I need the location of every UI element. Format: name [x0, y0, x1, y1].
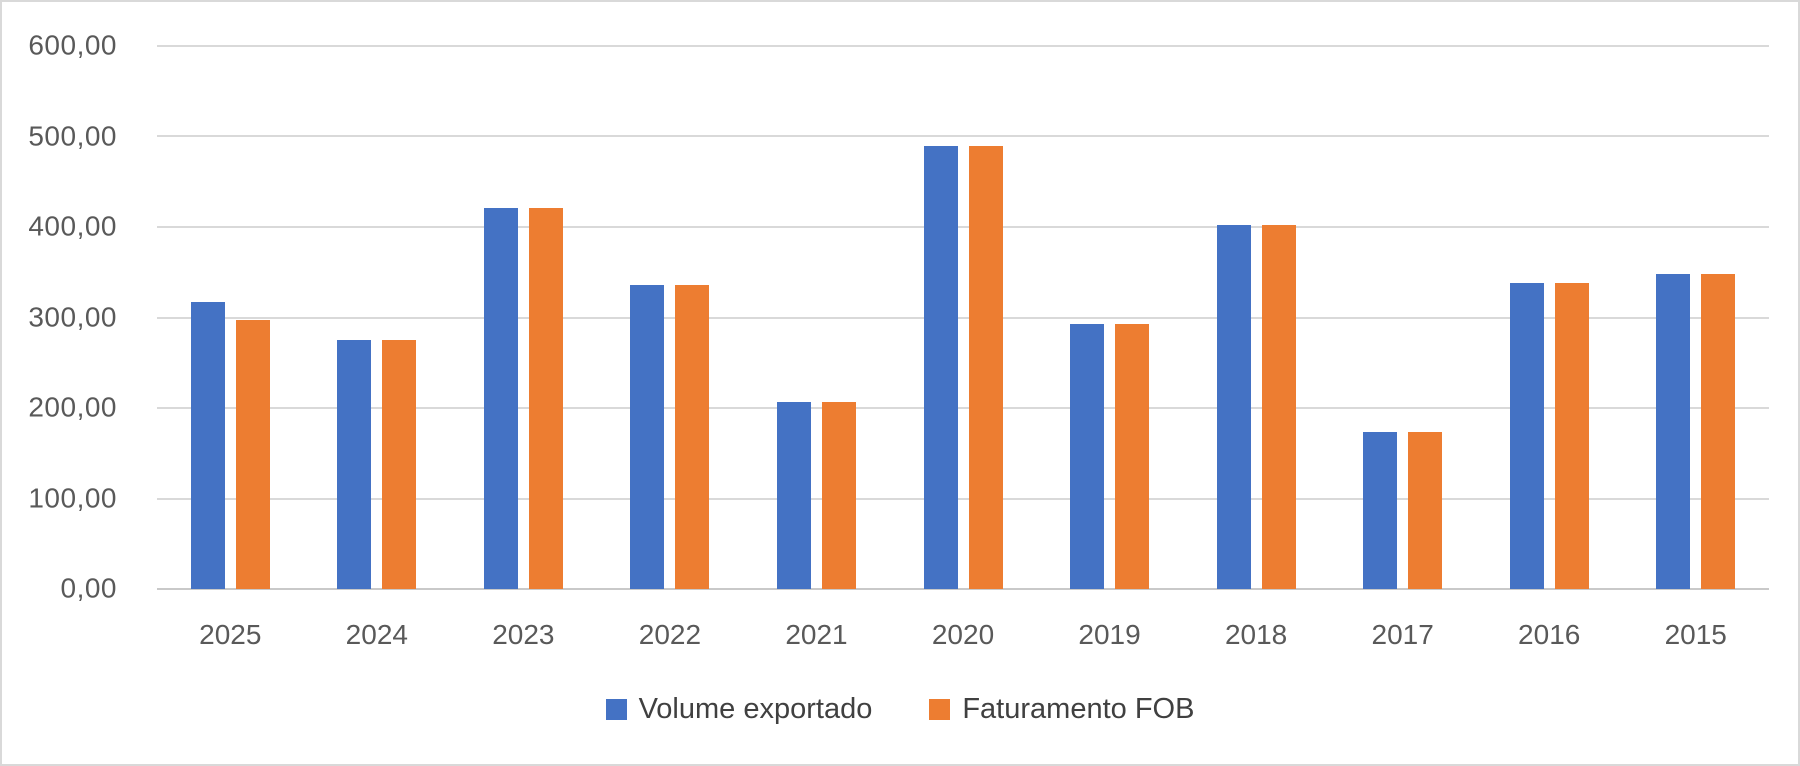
bar-2016-volume-exportado	[1509, 283, 1544, 589]
bar-group-2023	[450, 46, 597, 589]
x-tick-label-2018: 2018	[1224, 619, 1288, 650]
y-tick-label-500: 500,00	[28, 119, 117, 151]
x-tick-label-2017: 2017	[1371, 619, 1434, 650]
y-axis: 600,00 500,00 400,00 300,00 200,00 100,00 0,00	[2, 29, 117, 603]
legend-item-volume-exportado: Volume exportado	[605, 693, 873, 726]
bar-groups	[157, 46, 1769, 589]
bar-group-2021	[743, 46, 890, 589]
y-tick-label-100: 100,00	[28, 481, 117, 513]
bar-group-2024	[304, 46, 451, 589]
x-tick-label-2015: 2015	[1664, 619, 1727, 650]
bar-2023-faturamento-fob	[528, 208, 563, 589]
gridline-200	[157, 406, 1769, 409]
bar-group-2025	[157, 46, 304, 589]
bar-2025-volume-exportado	[190, 302, 225, 589]
bar-2019-faturamento-fob	[1115, 323, 1150, 589]
x-tick-label-2024: 2024	[345, 619, 408, 650]
x-tick-label-2016: 2016	[1518, 619, 1581, 650]
x-tick-label-2019: 2019	[1078, 619, 1141, 650]
bar-group-2018	[1183, 46, 1330, 589]
gridline-500	[157, 135, 1769, 138]
y-tick-label-300: 300,00	[28, 300, 117, 332]
bar-2016-faturamento-fob	[1554, 283, 1589, 589]
legend-label-faturamento-fob: Faturamento FOB	[962, 693, 1195, 725]
bar-2018-faturamento-fob	[1261, 225, 1296, 589]
x-axis: 2025 2024 2023 2022 2021 2020 2019 2018 2017 2016…	[157, 589, 1769, 651]
bar-2022-faturamento-fob	[675, 284, 710, 589]
x-tick-label-2020: 2020	[931, 619, 995, 650]
legend-item-faturamento-fob: Faturamento FOB	[929, 693, 1194, 726]
y-tick-label-600: 600,00	[28, 29, 117, 61]
gridline-100	[157, 497, 1769, 500]
gridline-300	[157, 316, 1769, 319]
bar-2025-faturamento-fob	[235, 320, 270, 589]
bar-group-2015	[1622, 46, 1769, 589]
bar-2024-faturamento-fob	[382, 340, 417, 589]
x-tick-label-2021: 2021	[785, 619, 848, 650]
gridline-400	[157, 225, 1769, 228]
y-tick-label-200: 200,00	[28, 391, 117, 423]
y-tick-label-400: 400,00	[28, 210, 117, 242]
bar-2021-faturamento-fob	[821, 401, 856, 589]
bar-2019-volume-exportado	[1070, 323, 1105, 589]
x-tick-label-2023: 2023	[492, 619, 555, 650]
bar-2018-volume-exportado	[1216, 225, 1251, 589]
gridline-600	[157, 45, 1769, 47]
bar-2020-faturamento-fob	[968, 146, 1003, 589]
bar-2020-volume-exportado	[923, 146, 958, 589]
y-tick-label-0: 0,00	[60, 572, 117, 604]
bar-group-2017	[1329, 46, 1476, 589]
legend-swatch-volume-exportado-icon	[605, 699, 627, 720]
bar-2015-volume-exportado	[1656, 274, 1691, 589]
legend: Volume exportado Faturamento FOB	[2, 693, 1798, 726]
legend-swatch-faturamento-fob-icon	[929, 699, 951, 720]
bar-2024-volume-exportado	[337, 340, 372, 589]
bar-2017-volume-exportado	[1363, 431, 1398, 589]
bar-group-2019	[1036, 46, 1183, 589]
bar-2023-volume-exportado	[483, 208, 518, 589]
bar-group-2022	[597, 46, 744, 589]
bar-group-2020	[890, 46, 1037, 589]
x-tick-label-2025: 2025	[199, 619, 262, 650]
bar-2015-faturamento-fob	[1701, 274, 1736, 589]
gridline-0	[157, 588, 1769, 590]
bar-2017-faturamento-fob	[1408, 431, 1443, 589]
gridlines	[157, 45, 1769, 590]
x-tick-label-2022: 2022	[638, 619, 702, 650]
bar-group-2016	[1476, 46, 1623, 589]
bar-2021-volume-exportado	[776, 401, 811, 589]
legend-label-volume-exportado: Volume exportado	[638, 693, 873, 725]
bar-2022-volume-exportado	[630, 284, 665, 589]
plot-area	[157, 45, 1769, 590]
